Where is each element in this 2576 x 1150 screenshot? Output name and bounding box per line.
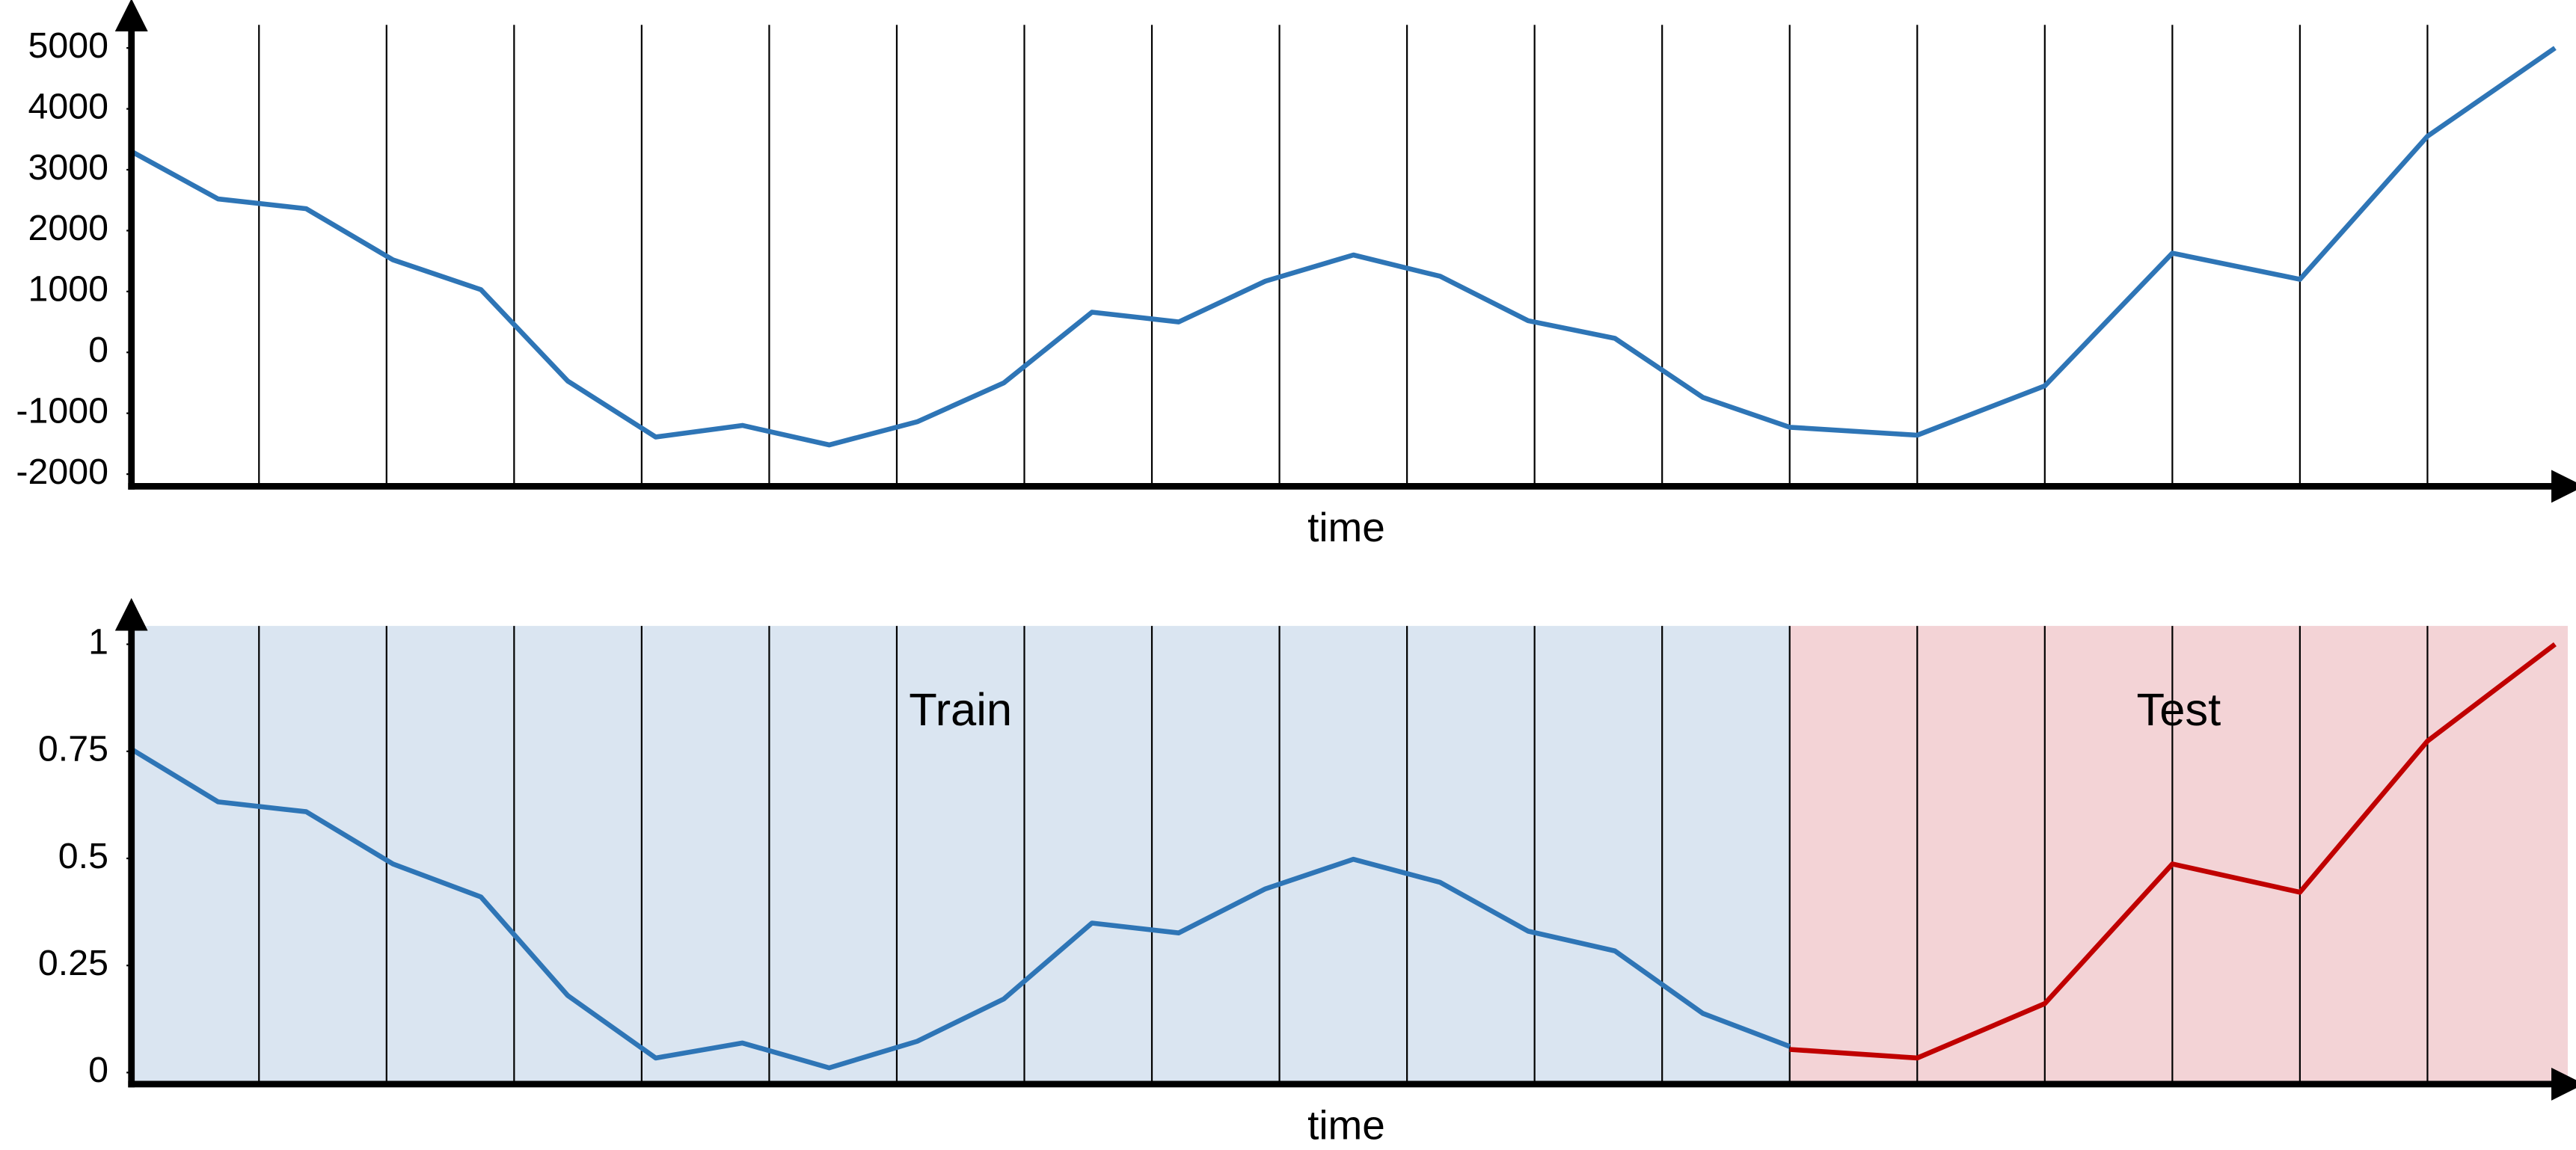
x-axis-label: time: [1307, 1102, 1385, 1149]
data-line: [1789, 642, 2557, 1061]
y-tick-label: 0: [88, 1050, 108, 1090]
region: [131, 626, 1790, 1084]
y-tick-label: 1: [88, 621, 108, 662]
x-axis-label: time: [1307, 504, 1385, 550]
data-line: [130, 747, 1791, 1071]
y-tick-label: 0.75: [38, 729, 108, 769]
y-tick-label: -2000: [16, 452, 108, 492]
y-tick-label: 2000: [28, 208, 108, 248]
y-tick-label: 5000: [28, 25, 108, 66]
y-tick-label: 4000: [28, 86, 108, 126]
y-tick-label: 3000: [28, 147, 108, 188]
y-tick-label: 0.5: [58, 836, 108, 876]
y-tick-label: -1000: [16, 390, 108, 431]
region-label: Test: [2136, 684, 2221, 736]
data-line: [130, 46, 2557, 448]
region-label: Train: [909, 684, 1012, 736]
y-tick-label: 0: [88, 330, 108, 370]
y-tick-label: 1000: [28, 269, 108, 310]
region: [1789, 626, 2569, 1084]
y-tick-label: 0.25: [38, 943, 108, 983]
